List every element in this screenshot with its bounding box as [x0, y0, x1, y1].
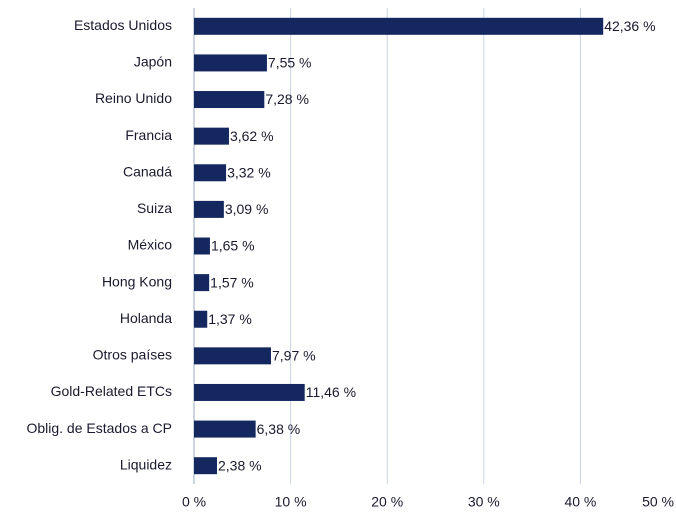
- y-tick-label: Suiza: [137, 200, 172, 216]
- value-label: 6,38 %: [257, 421, 301, 437]
- x-tick-label: 30 %: [468, 494, 500, 510]
- bar: [194, 17, 604, 35]
- value-label: 42,36 %: [604, 18, 655, 34]
- bar: [194, 54, 267, 72]
- x-tick-label: 40 %: [564, 494, 596, 510]
- value-label: 3,62 %: [230, 128, 274, 144]
- value-label: 2,38 %: [218, 457, 262, 473]
- value-label: 1,57 %: [210, 274, 254, 290]
- value-label: 11,46 %: [306, 384, 356, 400]
- y-tick-label: Francia: [125, 127, 172, 143]
- y-tick-label: Japón: [134, 54, 172, 70]
- bar: [194, 420, 256, 438]
- y-tick-label: Holanda: [120, 310, 172, 326]
- value-label: 7,55 %: [268, 55, 312, 71]
- bar: [194, 200, 224, 218]
- value-label: 3,09 %: [225, 201, 269, 217]
- x-tick-label: 20 %: [371, 494, 403, 510]
- bar: [194, 310, 208, 328]
- value-label: 7,28 %: [265, 91, 309, 107]
- bar: [194, 383, 305, 401]
- y-tick-label: Gold-Related ETCs: [51, 383, 172, 399]
- value-label: 3,32 %: [227, 164, 271, 180]
- bar: [194, 237, 210, 255]
- bar: [194, 127, 229, 145]
- y-tick-label: México: [128, 237, 173, 253]
- x-tick-label: 0 %: [182, 494, 206, 510]
- y-tick-label: Reino Unido: [95, 90, 172, 106]
- bar: [194, 347, 271, 365]
- value-label: 1,65 %: [211, 238, 255, 254]
- y-tick-label: Otros países: [93, 347, 172, 363]
- x-tick-label: 10 %: [275, 494, 307, 510]
- bar: [194, 457, 217, 475]
- bar: [194, 274, 210, 292]
- bar: [194, 164, 227, 182]
- bar: [194, 91, 265, 109]
- value-label: 1,37 %: [208, 311, 252, 327]
- y-tick-label: Hong Kong: [102, 273, 172, 289]
- y-tick-label: Liquidez: [120, 456, 172, 472]
- value-label: 7,97 %: [272, 348, 316, 364]
- y-tick-label: Oblig. de Estados a CP: [26, 420, 172, 436]
- x-tick-label: 50 %: [642, 494, 674, 510]
- y-tick-label: Estados Unidos: [74, 17, 172, 33]
- y-tick-label: Canadá: [123, 163, 172, 179]
